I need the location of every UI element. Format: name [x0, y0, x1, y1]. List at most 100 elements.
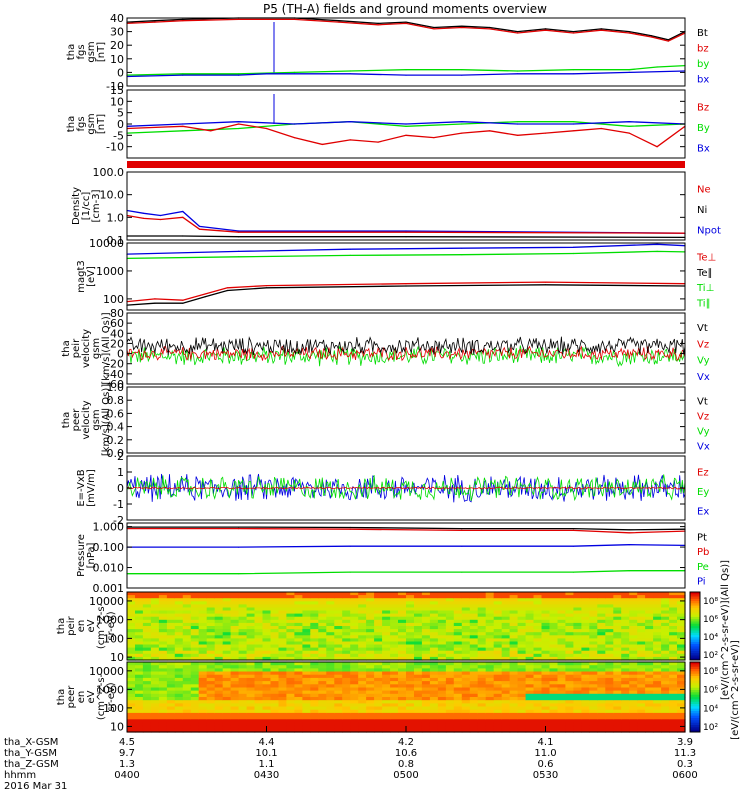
heatmap-cell — [278, 644, 288, 649]
heatmap-cell — [222, 638, 232, 643]
heatmap-cell — [653, 687, 662, 692]
ytick-label: 10000 — [89, 237, 124, 250]
heatmap-cell — [541, 668, 551, 673]
heatmap-cell — [286, 677, 295, 682]
heatmap-cell — [557, 635, 567, 639]
heatmap-cell — [637, 671, 646, 676]
heatmap-cell — [677, 706, 686, 711]
heatmap-cell — [669, 598, 678, 602]
heatmap-cell — [142, 592, 152, 596]
heatmap-cell — [661, 665, 670, 669]
heatmap-cell — [509, 598, 519, 602]
heatmap-cell — [182, 638, 192, 643]
heatmap-cell — [517, 665, 527, 669]
heatmap-cell — [581, 671, 590, 676]
heatmap-cell — [453, 644, 463, 649]
heatmap-cell — [390, 687, 399, 692]
heatmap-cell — [445, 604, 455, 609]
heatmap-cell — [445, 703, 455, 708]
heatmap-cell — [358, 592, 367, 596]
heatmap-cell — [135, 598, 144, 602]
heatmap-cell — [557, 607, 567, 612]
heatmap-cell — [334, 656, 343, 661]
heatmap-cell — [493, 703, 503, 708]
heatmap-cell — [318, 647, 327, 652]
point-Bx — [293, 123, 295, 125]
heatmap-cell — [421, 725, 431, 730]
heatmap-cell — [334, 632, 343, 636]
heatmap-cell — [366, 644, 375, 649]
point-bz — [628, 32, 630, 34]
heatmap-cell — [565, 592, 574, 596]
heatmap-cell — [453, 697, 463, 701]
heatmap-cell — [661, 684, 670, 689]
heatmap-cell — [421, 716, 431, 720]
heatmap-cell — [150, 598, 160, 602]
xrow-label: hhmm — [4, 770, 36, 781]
ylabel-line: [nT] — [96, 114, 107, 134]
heatmap-cell — [158, 598, 168, 602]
heatmap-cell — [302, 687, 311, 692]
heatmap-cell — [246, 681, 256, 685]
heatmap-cell — [541, 595, 551, 599]
heatmap-cell — [429, 653, 439, 658]
heatmap-cell — [254, 677, 264, 682]
heatmap-cell — [198, 613, 208, 618]
heatmap-cell — [669, 690, 678, 695]
heatmap-cell — [270, 681, 280, 685]
heatmap-cell — [509, 629, 519, 633]
heatmap-cell — [621, 719, 630, 724]
heatmap-cell — [525, 650, 535, 655]
heatmap-cell — [565, 709, 574, 714]
heatmap-cell — [398, 681, 407, 685]
heatmap-cell — [214, 650, 224, 655]
ytick-label: 20 — [110, 337, 124, 350]
heatmap-cell — [158, 693, 168, 698]
point-By — [572, 121, 575, 123]
heatmap-cell — [453, 722, 463, 727]
heatmap-cell — [182, 662, 192, 666]
heatmap-cell — [517, 635, 527, 639]
heatmap-cell — [310, 687, 319, 692]
heatmap-cell — [653, 662, 662, 666]
heatmap-cell — [549, 601, 559, 605]
heatmap-cell — [135, 604, 144, 609]
heatmap-cell — [286, 635, 295, 639]
ylabel-line: [mV/m] — [86, 469, 97, 507]
heatmap-cell — [557, 725, 567, 730]
heatmap-cell — [127, 595, 136, 599]
heatmap-cell — [549, 641, 559, 646]
heatmap-cell — [629, 604, 638, 609]
heatmap-cell — [326, 709, 335, 714]
heatmap-cell — [437, 706, 447, 711]
heatmap-cell — [414, 722, 423, 727]
point-Pb — [572, 529, 575, 532]
heatmap-cell — [485, 607, 495, 612]
heatmap-cell — [414, 592, 423, 596]
heatmap-cell — [485, 690, 495, 695]
heatmap-cell — [525, 595, 535, 599]
heatmap-cell — [501, 626, 511, 630]
heatmap-cell — [453, 610, 463, 615]
heatmap-cell — [127, 693, 136, 698]
heatmap-cell — [190, 629, 200, 633]
heatmap-cell — [262, 712, 272, 717]
heatmap-cell — [310, 706, 319, 711]
colorbar-cell — [690, 664, 700, 668]
heatmap-cell — [605, 641, 614, 646]
heatmap-cell — [246, 719, 256, 724]
heatmap-cell — [453, 619, 463, 624]
heatmap-cell — [517, 719, 527, 724]
heatmap-cell — [254, 647, 264, 652]
heatmap-cell — [549, 622, 559, 627]
heatmap-cell — [222, 635, 232, 639]
heatmap-cell — [230, 706, 240, 711]
heatmap-cell — [493, 632, 503, 636]
heatmap-cell — [581, 725, 590, 730]
heatmap-cell — [677, 712, 686, 717]
heatmap-cell — [669, 697, 678, 701]
heatmap-cell — [254, 613, 264, 618]
heatmap-cell — [645, 690, 654, 695]
heatmap-cell — [254, 725, 264, 730]
heatmap-cell — [254, 662, 264, 666]
